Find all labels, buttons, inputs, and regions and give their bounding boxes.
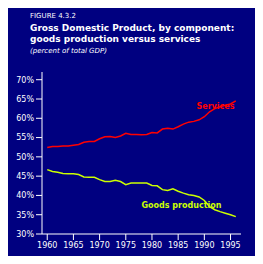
svg-text:1995: 1995 <box>220 241 240 250</box>
svg-text:30%: 30% <box>16 230 34 239</box>
html-text:FIGURE 4.3.2: FIGURE 4.3.2 <box>30 12 76 20</box>
svg-text:55%: 55% <box>16 133 34 142</box>
svg-text:1990: 1990 <box>194 241 214 250</box>
svg-text:1970: 1970 <box>89 241 109 250</box>
svg-text:1965: 1965 <box>63 241 83 250</box>
svg-text:1985: 1985 <box>168 241 188 250</box>
svg-text:35%: 35% <box>16 211 34 220</box>
svg-text:45%: 45% <box>16 172 34 181</box>
svg-text:1975: 1975 <box>116 241 136 250</box>
svg-text:40%: 40% <box>16 191 34 200</box>
svg-text:1960: 1960 <box>37 241 57 250</box>
svg-text:Goods production: Goods production <box>142 201 222 210</box>
html-text:Gross Domestic Product, by com: Gross Domestic Product, by component: go… <box>30 23 235 44</box>
svg-text:70%: 70% <box>16 76 34 85</box>
svg-text:1980: 1980 <box>142 241 162 250</box>
svg-text:65%: 65% <box>16 95 34 104</box>
svg-text:Services: Services <box>196 102 234 111</box>
svg-text:50%: 50% <box>16 153 34 162</box>
html-text:(percent of total GDP): (percent of total GDP) <box>30 47 107 55</box>
svg-text:60%: 60% <box>16 114 34 123</box>
